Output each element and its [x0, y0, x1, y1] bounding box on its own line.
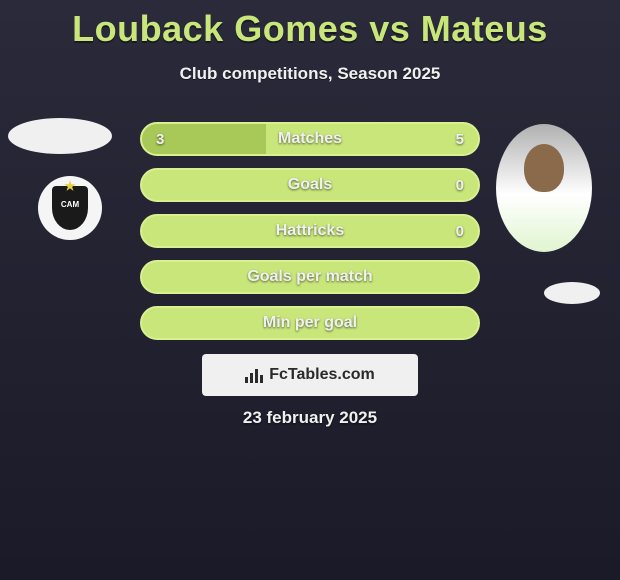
- stat-right-value: 0: [456, 223, 464, 240]
- stat-right-value: 5: [456, 131, 464, 148]
- stat-label: Hattricks: [276, 222, 344, 240]
- stat-bar: 3 Matches 5: [140, 122, 480, 156]
- stat-bar: Hattricks 0: [140, 214, 480, 248]
- stat-label: Matches: [278, 130, 342, 148]
- page-title: Louback Gomes vs Mateus: [0, 0, 620, 50]
- bar-chart-icon: [245, 367, 263, 383]
- stat-label: Min per goal: [263, 314, 357, 332]
- stat-label: Goals per match: [247, 268, 372, 286]
- date-label: 23 february 2025: [0, 408, 620, 428]
- team-right-crest: [544, 282, 600, 304]
- player-left-avatar: [8, 118, 112, 154]
- fctables-logo: FcTables.com: [202, 354, 418, 396]
- stat-label: Goals: [288, 176, 332, 194]
- stats-container: 3 Matches 5 Goals 0 Hattricks 0 Goals per match…: [140, 122, 480, 352]
- subtitle: Club competitions, Season 2025: [0, 64, 620, 84]
- stat-left-value: 3: [156, 131, 164, 148]
- stat-bar: Goals 0: [140, 168, 480, 202]
- team-left-crest: [38, 176, 102, 240]
- stat-bar: Min per goal: [140, 306, 480, 340]
- player-right-avatar: [496, 124, 592, 252]
- stat-right-value: 0: [456, 177, 464, 194]
- stat-bar: Goals per match: [140, 260, 480, 294]
- logo-text: FcTables.com: [269, 366, 375, 384]
